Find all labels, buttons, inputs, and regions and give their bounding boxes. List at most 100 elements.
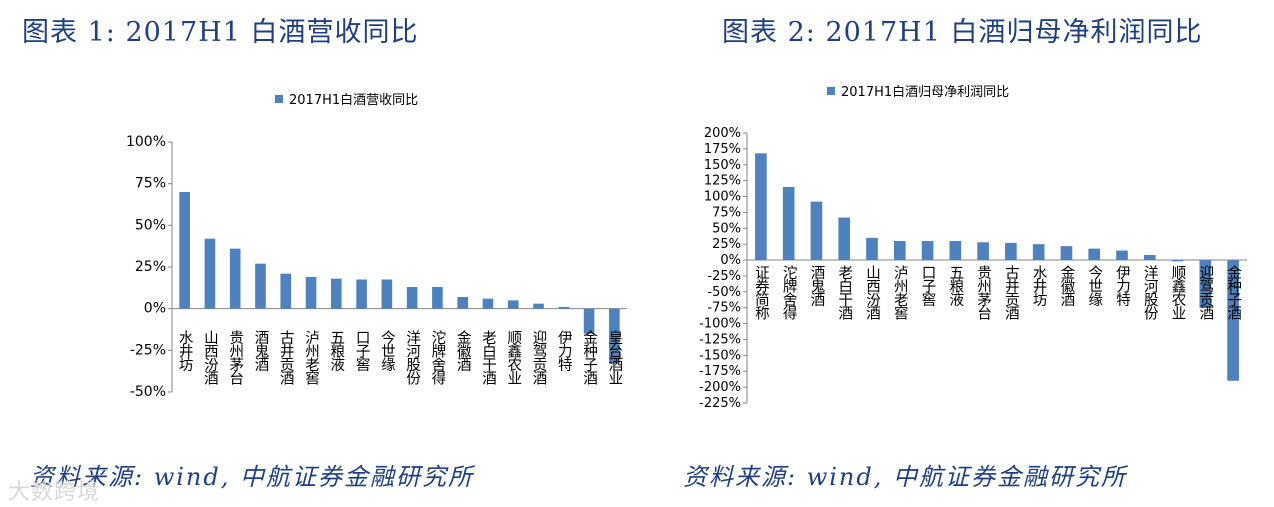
chart2-bar: [1005, 242, 1017, 261]
chart1-category-label: 皇台酒业: [606, 330, 622, 385]
chart1-bar: [255, 263, 266, 309]
chart2-legend-label: 2017H1白酒归母净利润同比: [841, 84, 1009, 100]
net-profit-growth-chart: 2017H1白酒归母净利润同比 -225%-200%-175%-150%-125%…: [699, 84, 1247, 411]
chart2-y-tick-label: 125%: [704, 174, 741, 189]
chart1-legend-swatch: [275, 95, 283, 103]
chart1-category-label: 老白干酒: [480, 330, 496, 386]
chart1-bar: [533, 303, 544, 309]
chart1-bar: [482, 298, 494, 309]
chart2-category-label: 贵州茅台: [975, 265, 991, 321]
chart1-y-tick-label: 25%: [135, 259, 166, 275]
chart2-y-tick-label: 75%: [712, 205, 741, 220]
chart2-bar: [866, 237, 878, 261]
chart1-bar: [583, 308, 595, 334]
chart2-bar: [1143, 254, 1156, 261]
chart1-bar: [406, 287, 418, 309]
revenue-growth-chart: 2017H1白酒营收同比 -50% -25% 0% 25% 50% 75% 100% 水井坊 山西…: [126, 92, 627, 400]
chart1-legend-label: 2017H1白酒营收同比: [289, 92, 418, 108]
chart2-y-tick-label: -75%: [707, 301, 741, 316]
chart2-category-label: 顺鑫农业: [1170, 265, 1186, 320]
chart2-category-label: 酒鬼酒: [808, 265, 824, 307]
figure1-title: 图表 1: 2017H1 白酒营收同比: [22, 17, 419, 48]
chart1-category-label: 古井贡酒: [278, 330, 294, 386]
chart2-bar: [921, 241, 934, 261]
chart2-y-tick-label: 175%: [704, 142, 741, 157]
chart1-bar: [432, 287, 443, 309]
chart2-category-label: 泸州老窖: [892, 265, 908, 321]
chart1-y-tick-label: -25%: [130, 342, 166, 358]
chart2-category-label: 古井贡酒: [1003, 265, 1019, 321]
chart2-bar: [1116, 250, 1128, 261]
chart2-category-label: 迎驾贡酒: [1197, 265, 1213, 321]
chart1-bar: [609, 308, 620, 364]
chart1-category-label: 顺鑫农业: [505, 330, 521, 385]
chart1-y-tick-label: -50%: [130, 384, 166, 400]
chart2-y-tick-label: 200%: [704, 126, 741, 141]
chart2-y-tick-label: -50%: [707, 285, 741, 300]
chart1-category-label: 五粮液: [328, 330, 344, 372]
chart1-category-label: 贵州茅台: [227, 330, 243, 386]
figure1-source: 资料来源: wind, 中航证券金融研究所: [30, 463, 475, 491]
chart2-category-label: 山西汾酒: [864, 265, 880, 321]
chart2-bar: [893, 241, 906, 261]
chart1-bar: [381, 279, 393, 309]
chart2-y-tick-label: -200%: [699, 380, 741, 395]
chart2-y-tick-label: 25%: [712, 237, 741, 252]
chart2-bar: [810, 201, 823, 261]
chart2-category-label: 今世缘: [1086, 265, 1102, 307]
chart1-bar: [356, 279, 367, 309]
chart2-bar: [1227, 260, 1239, 381]
chart1-category-label: 泸州老窖: [303, 330, 319, 386]
chart1-category-label: 酒鬼酒: [252, 330, 268, 372]
chart1-bar: [179, 192, 190, 309]
chart1-bar: [229, 248, 241, 309]
figure2-source: 资料来源: wind, 中航证券金融研究所: [683, 463, 1128, 491]
chart2-category-label: 口子窖: [920, 265, 936, 307]
chart1-y-tick-label: 100%: [126, 134, 166, 150]
chart1-bar: [457, 297, 469, 309]
chart2-y-tick-label: -225%: [699, 396, 741, 411]
chart1-category-label: 伊力特: [556, 330, 572, 372]
chart2-bar: [977, 242, 989, 261]
chart1-category-label: 沱牌舍得: [429, 330, 445, 386]
chart2-category-label: 洋河股份: [1142, 265, 1158, 322]
chart2-bar: [1171, 260, 1184, 262]
chart2-y-tick-label: -150%: [699, 348, 741, 363]
chart1-category-label: 金徽酒: [455, 330, 471, 372]
chart2-bar: [1088, 248, 1101, 261]
chart1-bar: [280, 273, 292, 309]
chart2-category-label: 五粮液: [947, 265, 963, 307]
chart2-y-tick-label: 100%: [704, 190, 741, 205]
chart1-category-label: 口子窖: [354, 330, 370, 372]
chart2-y-tick-label: 150%: [704, 158, 741, 173]
chart2-category-label: 金种子酒: [1225, 265, 1241, 321]
chart1-category-label: 山西汾酒: [202, 330, 218, 386]
chart2-category-label: 金徽酒: [1058, 265, 1074, 307]
chart2-bar: [1032, 244, 1045, 261]
watermark-logo: 大数跨境: [8, 480, 101, 505]
chart1-category-label: 洋河股份: [404, 330, 420, 387]
figure2-title: 图表 2: 2017H1 白酒归母净利润同比: [722, 17, 1203, 48]
chart2-category-label: 证券简称: [753, 265, 769, 322]
chart2-bar: [1199, 260, 1212, 308]
chart1-y-tick-label: 50%: [135, 217, 166, 233]
chart2-y-tick-label: -175%: [699, 364, 741, 379]
chart2-y-tick-label: -125%: [699, 332, 741, 347]
chart1-bar: [507, 300, 519, 309]
chart1-y-tick-label: 0%: [144, 301, 166, 317]
chart2-legend-swatch: [827, 87, 835, 95]
chart2-bar: [755, 153, 767, 261]
chart1-category-label: 金种子酒: [581, 330, 597, 386]
chart1-y-tick-label: 75%: [135, 176, 166, 192]
chart2-y-tick-label: -25%: [707, 269, 741, 284]
chart2-y-tick-label: -100%: [699, 317, 741, 332]
chart2-y-tick-label: 0%: [720, 253, 741, 268]
chart2-y-tick-label: 50%: [712, 221, 741, 236]
chart2-bar: [949, 241, 962, 261]
chart1-bar: [558, 307, 570, 309]
chart2-bar: [1060, 246, 1073, 261]
chart2-bar: [838, 217, 851, 261]
chart1-bar: [204, 238, 216, 309]
chart1-category-label: 今世缘: [379, 330, 395, 372]
chart2-category-label: 沱牌舍得: [781, 265, 797, 321]
